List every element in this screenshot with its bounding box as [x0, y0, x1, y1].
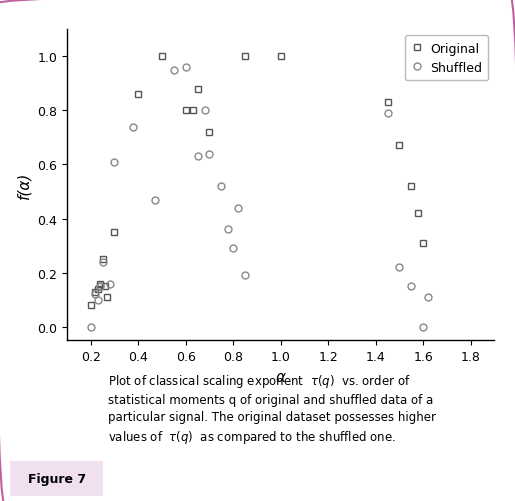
- Original: [195, 87, 201, 93]
- Original: [183, 108, 189, 114]
- Original: [384, 100, 391, 106]
- Original: [88, 303, 94, 309]
- Original: [104, 295, 110, 301]
- Shuffled: [107, 281, 113, 287]
- Shuffled: [397, 265, 403, 271]
- Shuffled: [425, 295, 431, 301]
- Text: Plot of classical scaling exponent  $\tau(q)$  vs. order of
statistical moments : Plot of classical scaling exponent $\tau…: [108, 372, 436, 445]
- Original: [397, 143, 403, 149]
- Shuffled: [88, 324, 94, 330]
- Line: Shuffled: Shuffled: [87, 65, 432, 331]
- X-axis label: α: α: [276, 369, 286, 384]
- Shuffled: [235, 205, 241, 211]
- Original: [97, 284, 104, 290]
- Y-axis label: f(α): f(α): [16, 172, 31, 199]
- Original: [102, 284, 108, 290]
- Shuffled: [130, 124, 136, 130]
- Shuffled: [420, 324, 426, 330]
- Original: [97, 281, 104, 287]
- Original: [278, 54, 284, 60]
- Original: [99, 257, 106, 263]
- Original: [159, 54, 165, 60]
- Original: [408, 184, 415, 190]
- Shuffled: [408, 284, 415, 290]
- Original: [420, 240, 426, 246]
- Shuffled: [207, 151, 213, 157]
- Shuffled: [111, 159, 117, 165]
- Shuffled: [195, 154, 201, 160]
- Original: [242, 54, 248, 60]
- Original: [95, 287, 101, 293]
- Shuffled: [95, 297, 101, 303]
- Shuffled: [242, 273, 248, 279]
- Shuffled: [226, 227, 232, 233]
- Shuffled: [183, 65, 189, 71]
- Text: Figure 7: Figure 7: [28, 472, 85, 485]
- Shuffled: [171, 68, 177, 74]
- Original: [111, 229, 117, 235]
- Line: Original: Original: [87, 54, 426, 309]
- Shuffled: [152, 197, 158, 203]
- Shuffled: [230, 246, 236, 252]
- Original: [135, 92, 141, 98]
- Original: [92, 289, 98, 295]
- Shuffled: [92, 292, 98, 298]
- Shuffled: [97, 284, 104, 290]
- Shuffled: [201, 108, 208, 114]
- Shuffled: [218, 184, 225, 190]
- Shuffled: [99, 260, 106, 266]
- Shuffled: [384, 111, 391, 117]
- Original: [190, 108, 196, 114]
- Original: [415, 211, 421, 217]
- Original: [207, 130, 213, 136]
- Legend: Original, Shuffled: Original, Shuffled: [405, 36, 488, 81]
